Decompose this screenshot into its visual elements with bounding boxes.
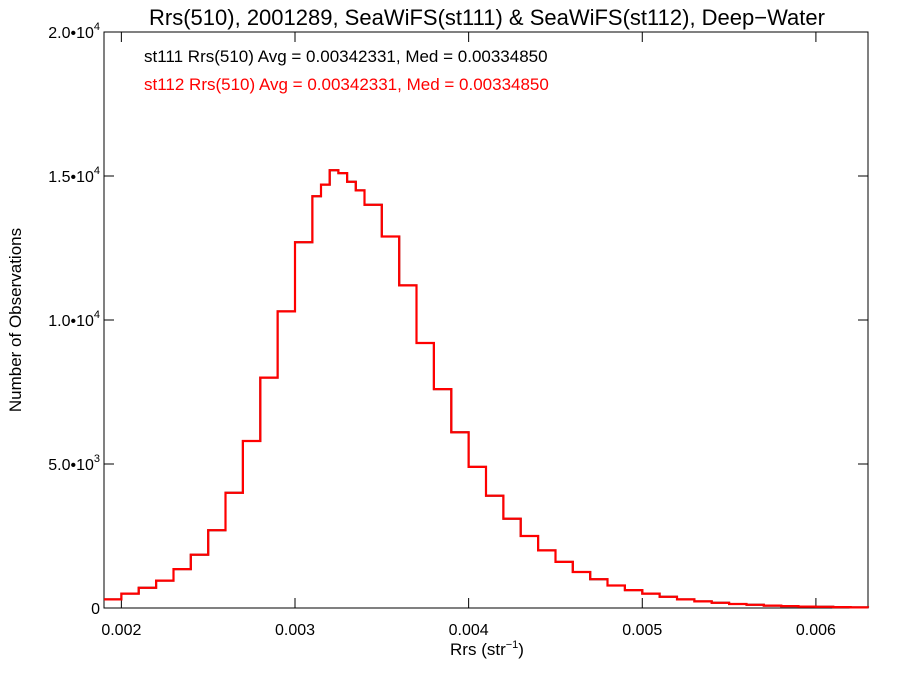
annotation-layer: st111 Rrs(510) Avg = 0.00342331, Med = 0… [144, 47, 549, 94]
annotation-line: st111 Rrs(510) Avg = 0.00342331, Med = 0… [144, 47, 548, 66]
y-tick-mantissa: 2.0•10 [48, 25, 94, 42]
y-tick-label: 1.5•104 [48, 165, 100, 186]
y-tick-label: 0 [91, 601, 100, 618]
y-tick-exponent: 3 [94, 453, 100, 465]
y-tick-exponent: 4 [94, 21, 100, 33]
y-tick-exponent: 4 [94, 309, 100, 321]
y-tick-label: 1.0•104 [48, 309, 100, 330]
y-tick-exponent: 4 [94, 165, 100, 177]
y-tick-mantissa: 5.0•10 [48, 457, 94, 474]
series-st112-histogram [104, 169, 870, 609]
x-tick-label: 0.003 [275, 622, 315, 639]
x-axis-label-superscript: −1 [506, 639, 519, 651]
chart-title: Rrs(510), 2001289, SeaWiFS(st111) & SeaW… [149, 5, 825, 30]
y-tick-mantissa: 1.5•10 [48, 169, 94, 186]
x-tick-label: 0.005 [622, 622, 662, 639]
x-axis-label-text: Rrs (str [450, 640, 506, 659]
plot-frame [103, 31, 869, 609]
x-tick-label: 0.004 [449, 622, 489, 639]
x-tick-label: 0.006 [796, 622, 836, 639]
y-tick-mantissa: 1.0•10 [48, 313, 94, 330]
y-tick-label: 2.0•104 [48, 21, 100, 42]
series-layer [104, 169, 870, 609]
x-axis-label: Rrs (str−1) [450, 639, 524, 659]
y-tick-label: 5.0•103 [48, 453, 100, 474]
x-axis: 0.002 0.003 0.004 0.005 0.006 [101, 32, 836, 639]
x-tick-label: 0.002 [101, 622, 141, 639]
x-axis-label-close: ) [518, 640, 524, 659]
y-axis-label: Number of Observations [6, 228, 25, 412]
y-tick-mantissa: 0 [91, 601, 100, 618]
annotation-line: st112 Rrs(510) Avg = 0.00342331, Med = 0… [144, 75, 549, 94]
series-st111-histogram [104, 169, 869, 609]
